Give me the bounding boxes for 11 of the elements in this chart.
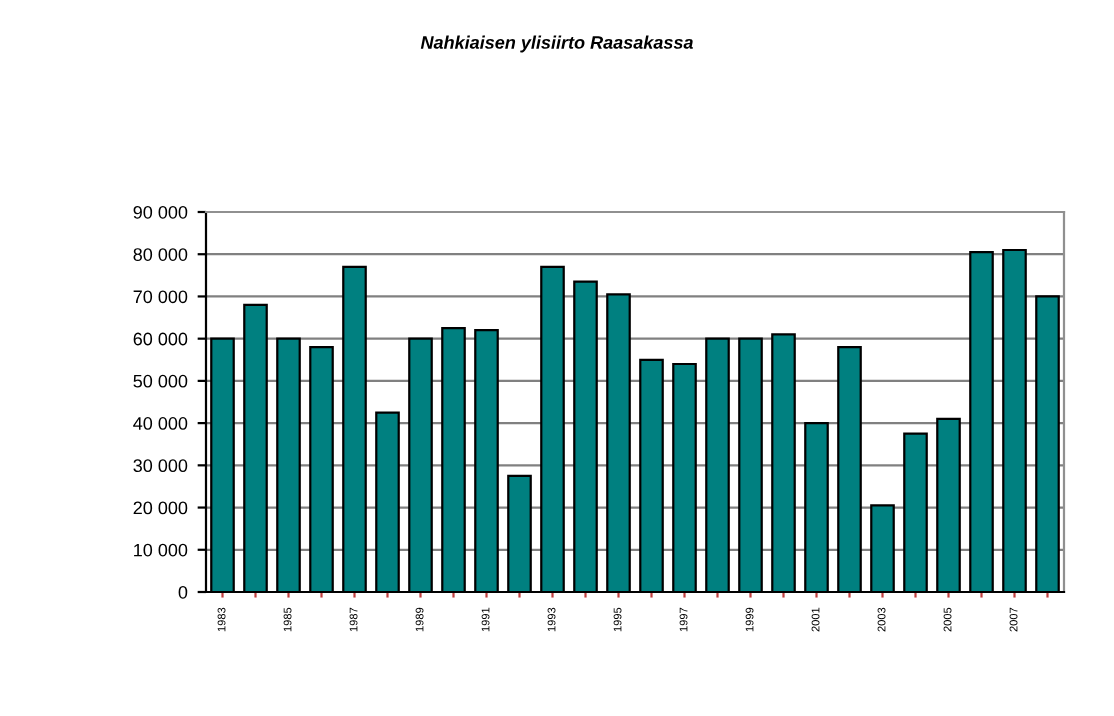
y-tick-label: 30 000 <box>133 459 188 473</box>
chart-title: Nahkiaisen ylisiirto Raasakassa <box>420 35 693 53</box>
y-tick-label: 10 000 <box>134 543 188 557</box>
y-tick-label: 90 000 <box>133 205 188 219</box>
y-tick-label: 70 000 <box>133 290 188 304</box>
y-tick-label: 40 000 <box>133 417 188 430</box>
y-tick-label: 80 000 <box>133 248 188 261</box>
y-tick-label: 60 000 <box>133 332 188 346</box>
y-tick-label: 50 000 <box>133 374 188 388</box>
y-tick-label: 20 000 <box>133 501 188 515</box>
y-tick-label: 0 <box>178 585 188 599</box>
